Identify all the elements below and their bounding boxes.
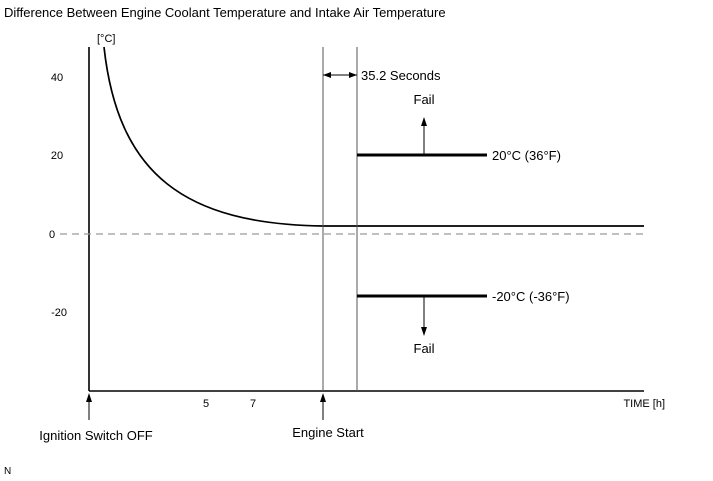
upper-threshold-label: 20°C (36°F) <box>492 148 561 163</box>
temperature-difference-curve <box>103 46 644 227</box>
fail-arrow-up-icon <box>421 117 427 126</box>
interval-arrow-left-icon <box>323 72 331 78</box>
interval-label: 35.2 Seconds <box>361 68 441 83</box>
x-tick-label: 5 <box>203 398 209 410</box>
y-tick-label: 40 <box>51 72 63 84</box>
interval-arrow-right-icon <box>349 72 357 78</box>
y-tick-label: 20 <box>51 150 63 162</box>
fail-arrow-down-icon <box>421 327 427 336</box>
ignition-switch-off-label: Ignition Switch OFF <box>39 428 152 443</box>
x-tick-label: 7 <box>250 398 256 410</box>
fail-lower-label: Fail <box>414 341 435 356</box>
y-axis-unit: [°C] <box>97 33 115 45</box>
x-axis-unit: TIME [h] <box>623 398 665 410</box>
engine-start-label: Engine Start <box>292 425 364 440</box>
diagram-title: Difference Between Engine Coolant Temper… <box>4 5 446 20</box>
y-tick-label: 0 <box>49 229 55 241</box>
engine-start-arrow-icon <box>320 393 326 402</box>
y-tick-label: -20 <box>51 307 67 319</box>
fail-upper-label: Fail <box>414 92 435 107</box>
lower-threshold-label: -20°C (-36°F) <box>492 289 570 304</box>
ignition-off-arrow-icon <box>86 393 92 402</box>
corner-mark: N <box>4 466 11 477</box>
